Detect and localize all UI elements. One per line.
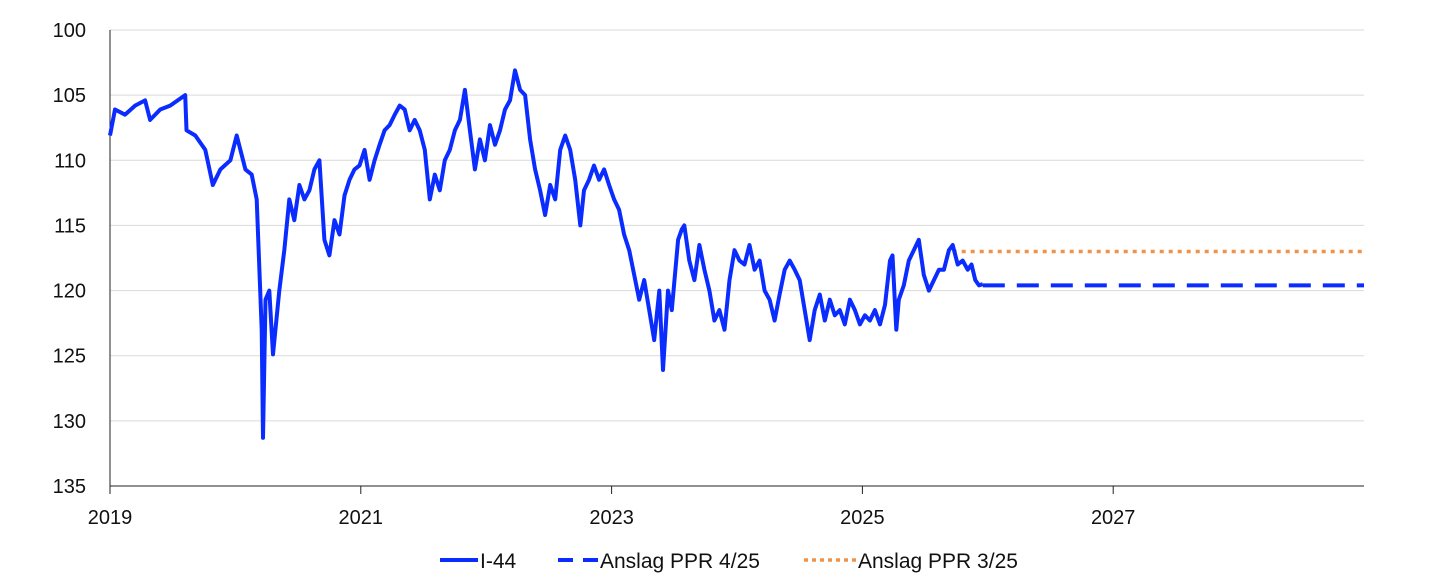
legend-label: Anslag PPR 4/25 — [600, 550, 760, 573]
x-tick-label: 2027 — [1091, 507, 1136, 529]
y-tick-label: 125 — [53, 346, 86, 368]
legend: I-44 Anslag PPR 4/25 Anslag PPR 3/25 — [440, 550, 1018, 573]
y-tick-label: 120 — [53, 281, 86, 303]
y-tick-label: 110 — [54, 150, 86, 172]
y-tick-label: 135 — [53, 476, 86, 498]
legend-label: Anslag PPR 3/25 — [858, 550, 1018, 573]
y-tick-label: 105 — [53, 85, 86, 107]
y-tick-label: 115 — [54, 215, 86, 237]
y-tick-label: 100 — [53, 20, 86, 42]
series-line-i44 — [108, 68, 984, 440]
x-axis-ticks: 2019 2021 2023 2025 2027 — [88, 486, 1136, 529]
series-lines — [108, 68, 1364, 440]
y-axis-ticks: 100 105 110 115 120 125 130 135 — [53, 20, 86, 498]
legend-label: I-44 — [480, 550, 517, 573]
y-tick-label: 130 — [53, 411, 86, 433]
x-tick-label: 2021 — [339, 507, 384, 529]
x-tick-label: 2023 — [589, 507, 634, 529]
x-tick-label: 2019 — [88, 507, 133, 529]
x-tick-label: 2025 — [840, 507, 885, 529]
